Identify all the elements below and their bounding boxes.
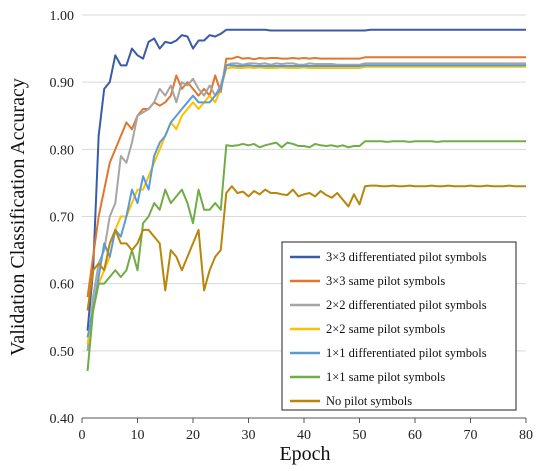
series-line-7: [86, 184, 526, 311]
y-tick-label: 0.60: [50, 278, 75, 293]
x-tick-labels: 0 10 20 30 40 50 60 70 80: [79, 428, 534, 443]
y-tick-label: 1.00: [50, 9, 75, 24]
x-tick-label: 0: [79, 428, 86, 443]
x-tick-label: 20: [186, 428, 200, 443]
series-lines: [86, 28, 526, 372]
legend-box: [281, 241, 517, 411]
x-tick-label: 70: [464, 428, 478, 443]
legend-label: 3×3 same pilot symbols: [326, 274, 445, 288]
series-line-6: [86, 140, 526, 372]
y-tick-label: 0.70: [50, 211, 75, 226]
legend-label: 3×3 differentiated pilot symbols: [326, 250, 487, 264]
series-line-5: [86, 64, 526, 338]
y-tick-labels: 0.40 0.50 0.60 0.70 0.80 0.90 1.00: [50, 9, 75, 427]
x-tick-label: 30: [242, 428, 256, 443]
legend-label: 1×1 differentiated pilot symbols: [326, 346, 487, 360]
legend-label: 1×1 same pilot symbols: [326, 370, 445, 384]
y-tick-label: 0.40: [50, 412, 75, 427]
legend: 3×3 differentiated pilot symbols 3×3 same…: [281, 241, 517, 411]
x-axis-title: Epoch: [279, 443, 330, 465]
y-tick-label: 0.90: [50, 76, 75, 91]
legend-label: No pilot symbols: [326, 394, 412, 408]
series-line-4: [86, 65, 526, 345]
axes: [81, 417, 527, 423]
y-tick-label: 0.80: [50, 143, 75, 158]
x-tick-label: 80: [519, 428, 533, 443]
series-line-3: [86, 62, 526, 351]
x-tick-label: 50: [353, 428, 367, 443]
y-tick-label: 0.50: [50, 345, 75, 360]
y-axis-title: Validation Classification Accuracy: [7, 78, 29, 356]
x-tick-label: 10: [131, 428, 145, 443]
x-tick-label: 40: [297, 428, 311, 443]
series-line-1: [86, 28, 526, 331]
series-line-2: [86, 55, 526, 298]
x-tick-label: 60: [408, 428, 422, 443]
legend-label: 2×2 same pilot symbols: [326, 322, 445, 336]
legend-label: 2×2 differentiated pilot symbols: [326, 298, 487, 312]
legend-items: 3×3 differentiated pilot symbols 3×3 same…: [290, 250, 487, 408]
